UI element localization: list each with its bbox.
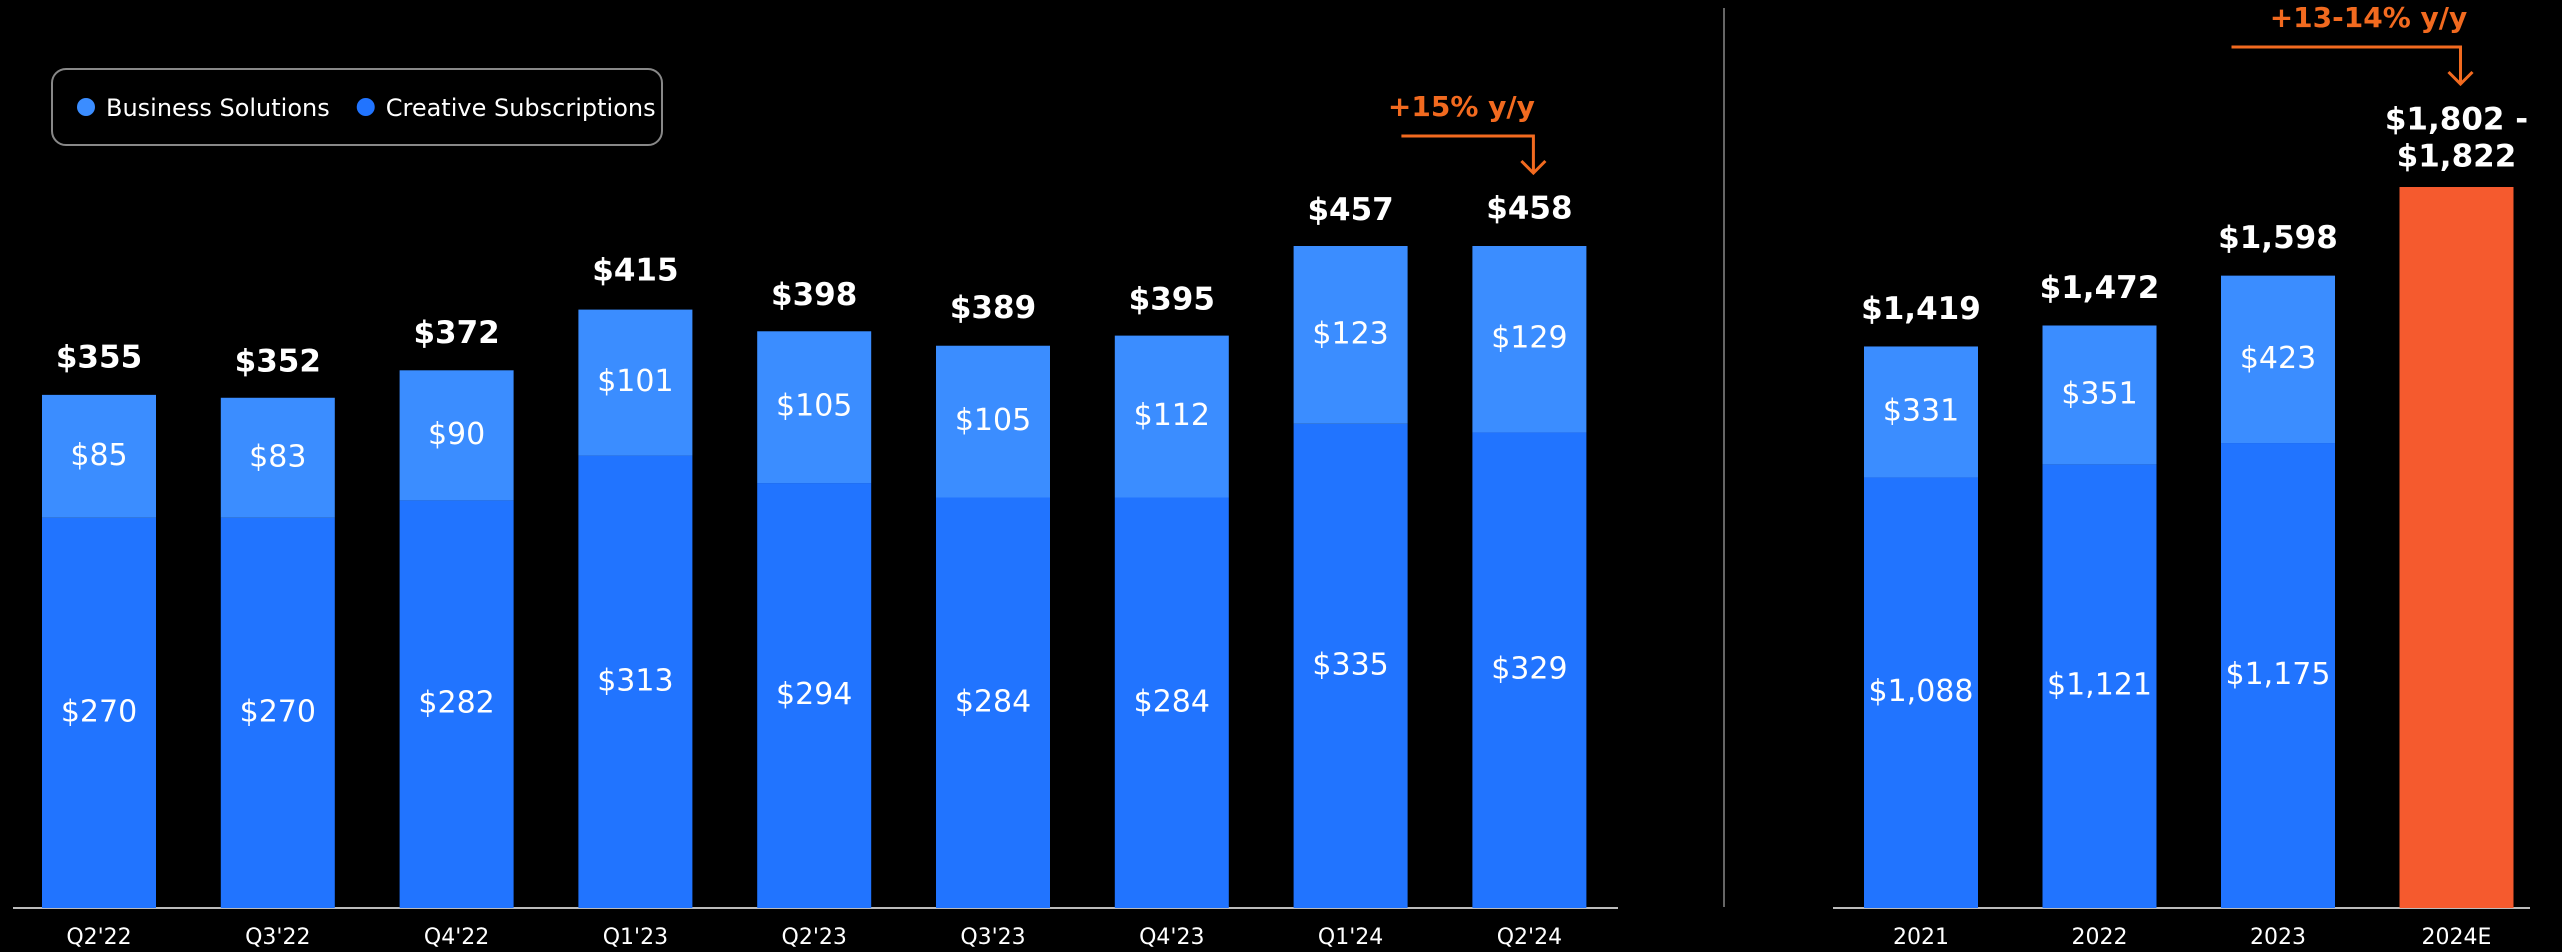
annotation-arrow xyxy=(1401,134,1535,172)
legend-marker xyxy=(77,98,95,116)
total-label: $458 xyxy=(1486,191,1572,227)
bar-segment xyxy=(1293,423,1408,908)
value-label: $294 xyxy=(776,677,852,712)
x-tick-label: Q4'23 xyxy=(1139,925,1204,950)
bar-segment xyxy=(757,483,872,908)
bar-segment xyxy=(1472,432,1587,908)
total-label: $1,598 xyxy=(2218,220,2338,256)
x-tick-label: Q3'22 xyxy=(245,925,310,950)
estimate-bar xyxy=(2399,187,2514,908)
legend-box xyxy=(51,68,663,146)
bar-segment xyxy=(2221,443,2335,908)
x-tick-label: 2023 xyxy=(2250,925,2306,950)
x-tick-label: Q1'24 xyxy=(1318,925,1383,950)
value-label: $351 xyxy=(2061,376,2137,411)
bar-segment xyxy=(42,517,156,908)
bar-segment xyxy=(2042,325,2157,465)
bar-segment xyxy=(578,455,693,908)
annotation-arrow xyxy=(2231,45,2462,83)
value-label: $282 xyxy=(418,686,494,721)
value-label: $270 xyxy=(240,694,316,729)
x-tick-label: Q2'24 xyxy=(1497,925,1562,950)
x-tick-label: 2024E xyxy=(2422,925,2492,950)
value-label: $329 xyxy=(1491,652,1567,687)
total-label: $1,419 xyxy=(1861,291,1981,327)
x-tick-label: Q2'22 xyxy=(66,925,131,950)
x-tick-label: Q3'23 xyxy=(960,925,1025,950)
legend-label: Creative Subscriptions xyxy=(386,94,656,122)
total-label: $1,472 xyxy=(2040,270,2160,306)
total-label: $355 xyxy=(56,339,142,375)
value-label: $1,175 xyxy=(2226,657,2331,692)
value-label: $284 xyxy=(955,684,1031,719)
bar-segment xyxy=(220,397,335,518)
x-tick-label: 2021 xyxy=(1893,925,1949,950)
total-label: $415 xyxy=(592,253,678,289)
value-label: $270 xyxy=(61,694,137,729)
bar-segment xyxy=(757,331,872,484)
total-label: $457 xyxy=(1307,192,1393,228)
bar-segment xyxy=(936,345,1050,498)
bar-segment xyxy=(1472,246,1587,433)
value-label: $83 xyxy=(249,439,306,474)
bar-segment xyxy=(2221,275,2335,444)
value-label: $1,121 xyxy=(2047,668,2152,703)
value-label: $85 xyxy=(70,438,127,473)
bar-segment xyxy=(399,500,514,908)
value-label: $331 xyxy=(1883,393,1959,428)
annotation: +15% y/y xyxy=(1388,90,1535,123)
value-label: $129 xyxy=(1491,321,1567,356)
bar-segment xyxy=(936,497,1050,908)
x-tick-label: Q4'22 xyxy=(424,925,489,950)
value-label: $313 xyxy=(597,663,673,698)
value-label: $105 xyxy=(776,389,852,424)
total-label: $372 xyxy=(413,315,499,351)
bar-segment xyxy=(1114,335,1229,498)
value-label: $105 xyxy=(955,403,1031,438)
annotation: +13-14% y/y xyxy=(2270,1,2468,34)
legend-marker xyxy=(356,98,375,116)
value-label: $112 xyxy=(1134,398,1210,433)
estimate-label: $1,802 - xyxy=(2385,102,2528,138)
value-label: $284 xyxy=(1134,684,1210,719)
annotation-arrowhead xyxy=(2447,70,2474,87)
bar-segment xyxy=(1864,477,1978,908)
bar-segment xyxy=(2042,464,2157,908)
value-label: $1,088 xyxy=(1869,674,1974,709)
bar-segment xyxy=(1293,246,1408,424)
value-label: $123 xyxy=(1312,316,1388,351)
total-label: $352 xyxy=(235,344,321,380)
bar-segment xyxy=(1114,497,1229,908)
bar-segment xyxy=(220,517,335,908)
x-tick-label: Q2'23 xyxy=(782,925,847,950)
x-tick-label: 2022 xyxy=(2072,925,2128,950)
estimate-label: $1,822 xyxy=(2397,139,2517,175)
bar-segment xyxy=(42,394,156,518)
value-label: $90 xyxy=(428,417,485,452)
x-tick-label: Q1'23 xyxy=(603,925,668,950)
value-label: $335 xyxy=(1312,647,1388,682)
bar-segment xyxy=(1864,346,1978,478)
total-label: $389 xyxy=(950,290,1036,326)
value-label: $101 xyxy=(597,364,673,399)
total-label: $395 xyxy=(1129,282,1215,318)
value-label: $423 xyxy=(2240,341,2316,376)
bar-segment xyxy=(399,370,514,501)
annotation-arrowhead xyxy=(1520,159,1547,176)
legend-label: Business Solutions xyxy=(106,94,330,122)
bar-segment xyxy=(578,309,693,456)
total-label: $398 xyxy=(771,277,857,313)
